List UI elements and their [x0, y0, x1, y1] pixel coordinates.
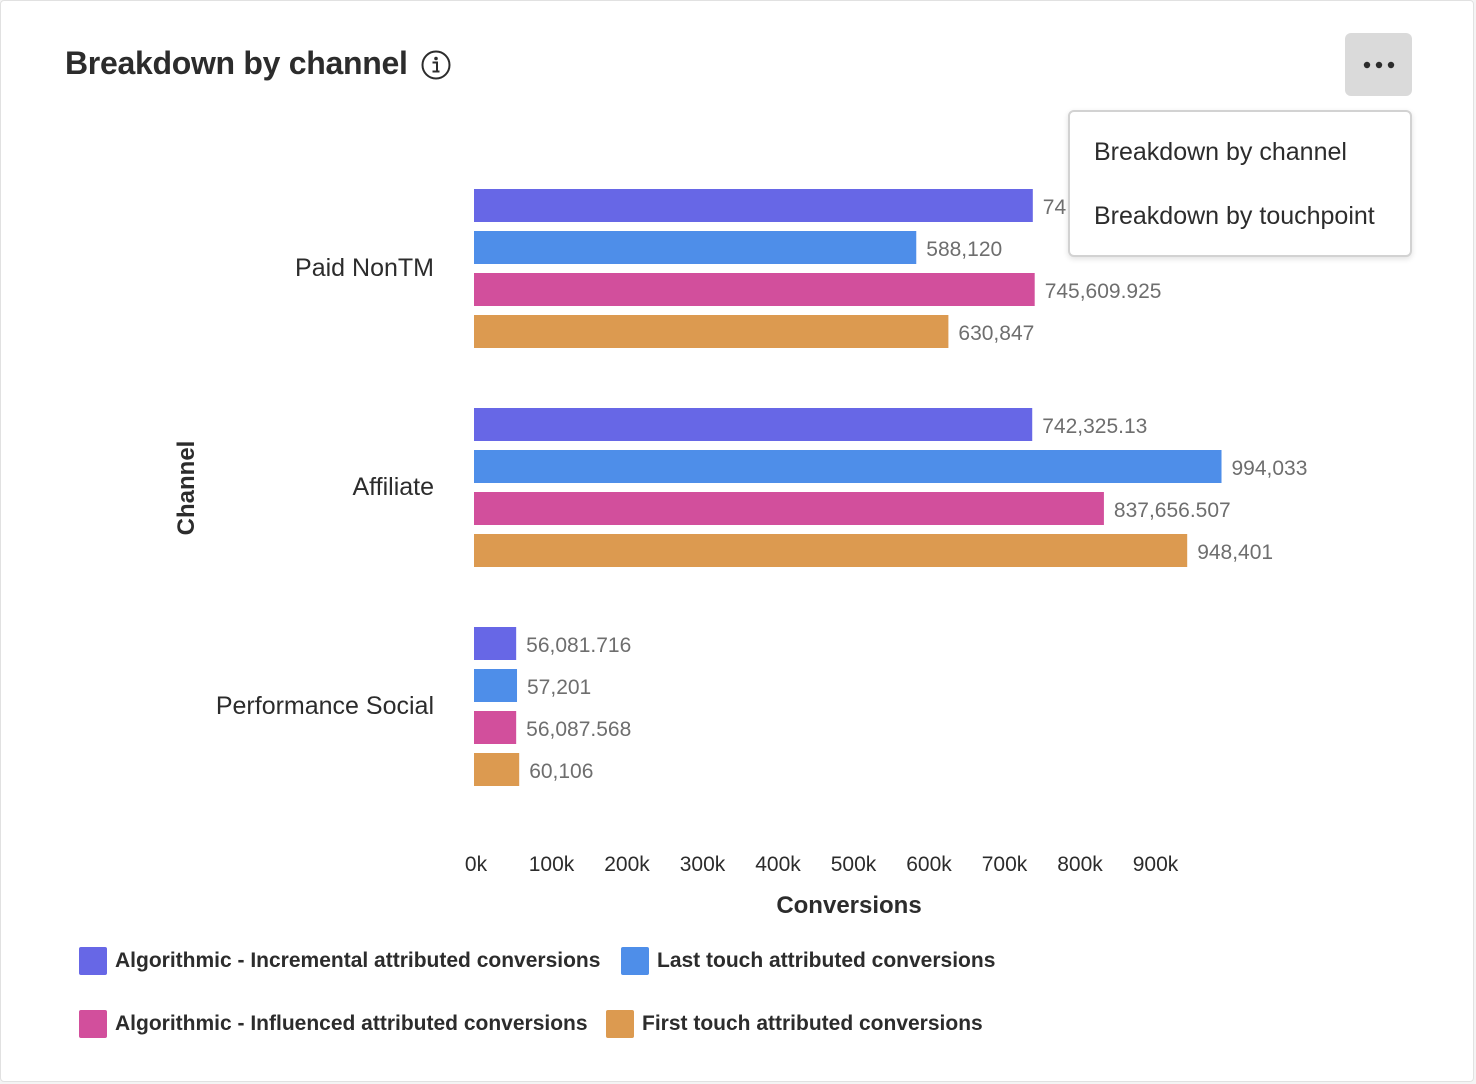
- legend-label: Algorithmic - Incremental attributed con…: [115, 949, 601, 972]
- bar-performance-social-algorithmic-incremental: [474, 627, 517, 660]
- bar-paid-nontm-first-touch: [474, 315, 949, 348]
- bar-value-label: 56,081.716: [526, 634, 631, 657]
- category-label-performance-social: Performance Social: [216, 692, 434, 720]
- x-tick-label: 400k: [755, 853, 801, 876]
- chart-legend: Algorithmic - Incremental attributed con…: [79, 941, 1039, 1051]
- legend-item-algorithmic-influenced[interactable]: Algorithmic - Influenced attributed conv…: [79, 1010, 588, 1038]
- bar-affiliate-algorithmic-incremental: [474, 408, 1033, 441]
- x-tick-label: 300k: [680, 853, 726, 876]
- bar-chart: Paid NonTM 74 588,120 745,609.925 630,847 Aff…: [173, 189, 1308, 919]
- bar-value-label: 57,201: [527, 676, 591, 699]
- menu-item-breakdown-by-touchpoint[interactable]: Breakdown by touchpoint: [1094, 202, 1375, 230]
- bar-value-label: 742,325.13: [1042, 415, 1147, 438]
- x-tick-label: 500k: [831, 853, 877, 876]
- x-tick-label: 200k: [604, 853, 650, 876]
- bar-value-label: 994,033: [1232, 457, 1308, 480]
- bar-value-label: 745,609.925: [1045, 280, 1162, 303]
- legend-label: Algorithmic - Influenced attributed conv…: [115, 1012, 588, 1035]
- more-horizontal-icon: [1363, 61, 1394, 68]
- bar-affiliate-last-touch: [474, 450, 1222, 483]
- page-title: Breakdown by channel: [65, 45, 408, 81]
- legend-label: Last touch attributed conversions: [657, 949, 996, 972]
- info-icon[interactable]: [421, 50, 451, 80]
- bar-value-label: 948,401: [1197, 541, 1273, 564]
- category-label-paid-nontm: Paid NonTM: [295, 254, 434, 282]
- bar-paid-nontm-algorithmic-incremental: [474, 189, 1033, 222]
- legend-swatch: [79, 947, 107, 975]
- more-options-button[interactable]: [1345, 33, 1412, 96]
- legend-item-first-touch[interactable]: First touch attributed conversions: [606, 1010, 983, 1038]
- bar-value-label: 588,120: [926, 238, 1002, 261]
- bar-performance-social-last-touch: [474, 669, 518, 702]
- legend-swatch: [621, 947, 649, 975]
- legend-item-algorithmic-incremental[interactable]: Algorithmic - Incremental attributed con…: [79, 947, 600, 975]
- legend-label: First touch attributed conversions: [642, 1012, 983, 1035]
- x-tick-label: 800k: [1057, 853, 1103, 876]
- options-menu: Breakdown by channel Breakdown by touchp…: [1068, 110, 1412, 257]
- x-tick-label: 600k: [906, 853, 952, 876]
- x-tick-label: 700k: [982, 853, 1028, 876]
- category-label-affiliate: Affiliate: [352, 473, 434, 501]
- legend-swatch: [606, 1010, 634, 1038]
- legend-swatch: [79, 1010, 107, 1038]
- menu-item-breakdown-by-channel[interactable]: Breakdown by channel: [1094, 138, 1347, 166]
- x-tick-label: 900k: [1133, 853, 1179, 876]
- bar-value-label: 74: [1043, 196, 1067, 219]
- bar-affiliate-first-touch: [474, 534, 1188, 567]
- bar-performance-social-first-touch: [474, 753, 520, 786]
- bar-value-label: 60,106: [529, 760, 593, 783]
- legend-item-last-touch[interactable]: Last touch attributed conversions: [621, 947, 995, 975]
- bar-performance-social-algorithmic-influenced: [474, 711, 517, 744]
- bar-affiliate-algorithmic-influenced: [474, 492, 1104, 525]
- bar-value-label: 56,087.568: [526, 718, 631, 741]
- x-axis-title: Conversions: [776, 892, 921, 919]
- x-tick-label: 0k: [465, 853, 488, 876]
- bar-paid-nontm-algorithmic-influenced: [474, 273, 1035, 306]
- y-axis-title: Channel: [173, 441, 200, 536]
- x-tick-label: 100k: [529, 853, 575, 876]
- bar-value-label: 837,656.507: [1114, 499, 1231, 522]
- bar-paid-nontm-last-touch: [474, 231, 917, 264]
- bar-value-label: 630,847: [958, 322, 1034, 345]
